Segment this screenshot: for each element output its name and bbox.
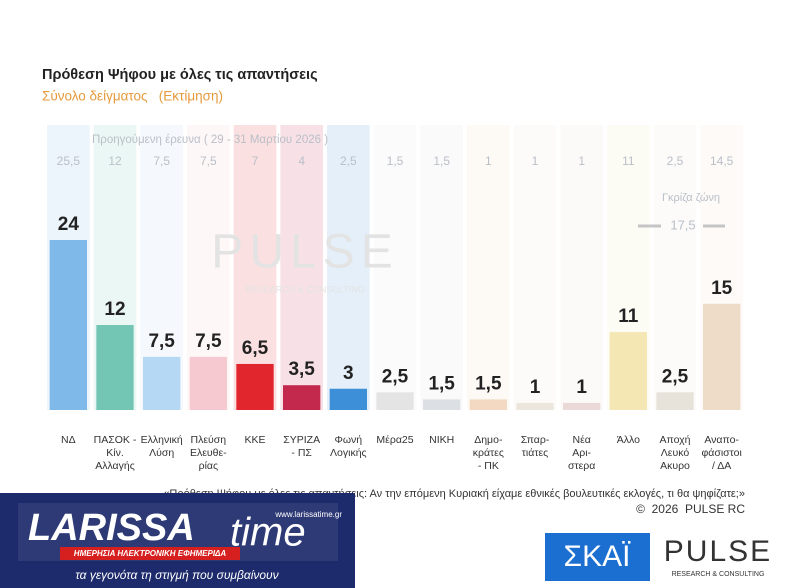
watermark: PULSE bbox=[211, 226, 398, 279]
column-bg bbox=[513, 125, 557, 410]
column-bg bbox=[467, 125, 510, 410]
previous-value: 2,5 bbox=[667, 154, 684, 168]
bar-value-label: 7,5 bbox=[195, 331, 222, 352]
category-label: Σπαρ- τιάτες bbox=[520, 434, 550, 459]
previous-value: 14,5 bbox=[710, 154, 734, 168]
column-bg bbox=[420, 125, 463, 410]
bar-value-label: 11 bbox=[618, 306, 639, 327]
previous-value: 1 bbox=[532, 154, 539, 168]
watermark-sub: RESEARCH & CONSULTING bbox=[245, 284, 364, 294]
brand-left: LARISSA bbox=[28, 507, 195, 549]
bar bbox=[423, 399, 461, 410]
category-label: Πλεύση Ελευθε- ρίας bbox=[189, 434, 227, 472]
category-label: Ελληνική Λύση bbox=[140, 434, 183, 459]
brand-right: time bbox=[230, 511, 306, 555]
category-label: Νέα Αρι- στερα bbox=[567, 434, 596, 472]
category-label: ΝΔ bbox=[61, 434, 76, 446]
bar bbox=[609, 332, 647, 410]
previous-value: 7,5 bbox=[153, 154, 170, 168]
tagline-bg bbox=[60, 547, 240, 560]
category-label: Μέρα25 bbox=[376, 434, 414, 446]
chart-title: Πρόθεση Ψήφου με όλες τις απαντήσεις bbox=[42, 67, 318, 83]
bar-value-label: 2,5 bbox=[662, 366, 689, 387]
category-label: Άλλο bbox=[616, 434, 640, 446]
grey-zone-label: Γκρίζα ζώνη bbox=[662, 192, 720, 204]
previous-value: 1 bbox=[485, 154, 492, 168]
overlay-url: www.larissatime.gr bbox=[274, 510, 342, 519]
category-label: ΝΙΚΗ bbox=[429, 434, 455, 446]
column-bg bbox=[280, 125, 323, 410]
category-label: ΚΚΕ bbox=[244, 434, 266, 446]
bar bbox=[656, 392, 694, 410]
copyright: © 2026 PULSE RC bbox=[636, 502, 745, 516]
category-label: Φωνή Λογικής bbox=[330, 434, 367, 459]
bar bbox=[376, 392, 414, 410]
bar-value-label: 6,5 bbox=[242, 338, 269, 359]
bar bbox=[96, 325, 134, 410]
chart-subtitle: Σύνολο δείγματος (Εκτίμηση) bbox=[42, 89, 223, 104]
overlay-tagline: ΗΜΕΡΗΣΙΑ ΗΛΕΚΤΡΟΝΙΚΗ ΕΦΗΜΕΡΙΔΑ bbox=[74, 549, 227, 558]
skai-text: ΣΚΑΪ bbox=[564, 540, 632, 573]
category-label: ΠΑΣΟΚ - Κίν. Αλλαγής bbox=[93, 434, 137, 472]
bar bbox=[329, 388, 367, 410]
bar bbox=[189, 356, 227, 410]
pulse-sub: RESEARCH & CONSULTING bbox=[672, 571, 765, 578]
bar-value-label: 1,5 bbox=[475, 373, 502, 394]
column-bg bbox=[233, 125, 277, 410]
previous-value: 2,5 bbox=[340, 154, 357, 168]
bar-value-label: 2,5 bbox=[382, 366, 409, 387]
bar-value-label: 12 bbox=[104, 299, 125, 320]
previous-label: Προηγούμενη έρευνα ( 29 - 31 Μαρτίου 202… bbox=[92, 134, 328, 146]
bar bbox=[49, 240, 87, 410]
bar bbox=[469, 399, 507, 410]
bar-value-label: 1 bbox=[530, 377, 541, 398]
column-bg bbox=[653, 125, 697, 410]
column-bg bbox=[373, 125, 417, 410]
bar-value-label: 24 bbox=[58, 214, 80, 235]
category-label: Δημο- κράτες - ΠΚ bbox=[472, 434, 504, 472]
previous-value: 11 bbox=[622, 154, 635, 168]
overlay-slogan: τα γεγονότα τη στιγμή που συμβαίνουν bbox=[75, 568, 278, 582]
column-bg bbox=[560, 125, 603, 410]
bar bbox=[236, 363, 274, 410]
pulse-logo: PULSE bbox=[664, 535, 772, 568]
category-label: Αναπο- φάσιστοι / ΔΑ bbox=[701, 434, 742, 472]
previous-value: 1,5 bbox=[433, 154, 450, 168]
bar-value-label: 7,5 bbox=[148, 331, 175, 352]
bar-value-label: 1 bbox=[576, 377, 587, 398]
previous-value: 12 bbox=[108, 154, 122, 168]
bar bbox=[143, 356, 181, 410]
overlay-bg bbox=[0, 493, 355, 588]
previous-value: 4 bbox=[298, 154, 305, 168]
previous-value: 1,5 bbox=[387, 154, 404, 168]
previous-value: 1 bbox=[578, 154, 585, 168]
column-bg bbox=[327, 125, 370, 410]
bar bbox=[516, 402, 554, 410]
bar-value-label: 1,5 bbox=[428, 373, 455, 394]
skai-logo bbox=[545, 533, 650, 581]
bar bbox=[563, 402, 601, 410]
bar bbox=[283, 385, 321, 410]
previous-value: 7 bbox=[252, 154, 259, 168]
bar-value-label: 3 bbox=[343, 363, 354, 384]
category-label: Αποχή Λευκό Ακυρο bbox=[659, 434, 691, 472]
category-label: ΣΥΡΙΖΑ - ΠΣ bbox=[283, 434, 321, 459]
previous-value: 25,5 bbox=[57, 154, 81, 168]
bar-value-label: 3,5 bbox=[288, 359, 315, 380]
bar-value-label: 15 bbox=[711, 278, 733, 299]
grey-zone-value: 17,5 bbox=[670, 217, 695, 232]
bar bbox=[703, 303, 741, 410]
previous-value: 7,5 bbox=[200, 154, 217, 168]
